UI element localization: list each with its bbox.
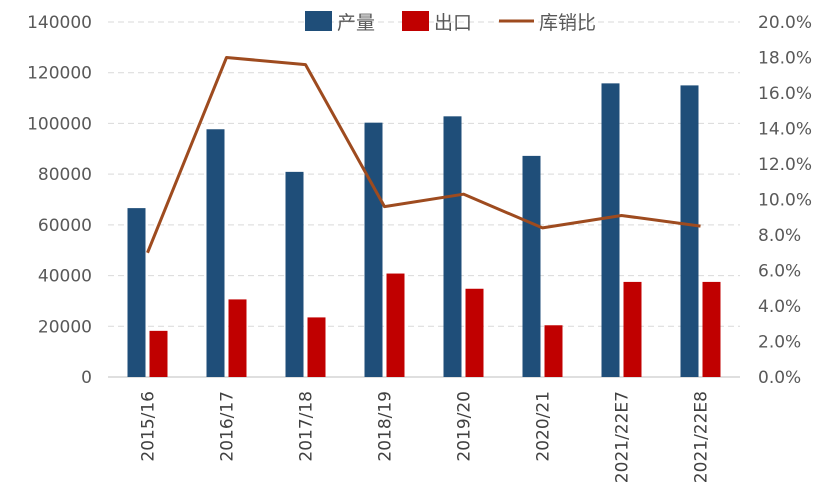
- left-axis-ticks: 0 20000 40000 60000 80000 100000 120000 140000: [27, 13, 92, 388]
- legend-swatch-export: [402, 11, 429, 31]
- left-tick-label: 40000: [38, 267, 92, 287]
- bar-export: [386, 273, 405, 377]
- bar-production: [364, 122, 383, 378]
- right-tick-label: 20.0%: [758, 13, 812, 33]
- bar-production: [206, 129, 225, 377]
- bar-export: [544, 325, 563, 377]
- right-tick-label: 10.0%: [758, 191, 812, 211]
- bar-export: [149, 330, 168, 377]
- left-tick-label: 0: [81, 368, 92, 388]
- x-tick-label: 2020/21: [534, 391, 554, 462]
- left-tick-label: 80000: [38, 165, 92, 185]
- bar-production: [522, 155, 541, 377]
- right-tick-label: 14.0%: [758, 120, 812, 140]
- right-tick-label: 0.0%: [758, 368, 801, 388]
- x-tick-label: 2019/20: [455, 391, 475, 462]
- ratio-line: [146, 56, 701, 254]
- bar-production: [443, 116, 462, 377]
- left-tick-label: 20000: [38, 317, 92, 337]
- right-tick-label: 6.0%: [758, 262, 801, 282]
- right-tick-label: 2.0%: [758, 333, 801, 353]
- legend-label-export: 出口: [434, 12, 472, 34]
- bar-production: [285, 171, 304, 377]
- x-tick-label: 2018/19: [376, 391, 396, 462]
- right-tick-label: 12.0%: [758, 155, 812, 175]
- left-tick-label: 120000: [27, 64, 92, 84]
- right-axis-ticks: 0.0% 2.0% 4.0% 6.0% 8.0% 10.0% 12.0% 14.0% 16.0%…: [758, 13, 812, 388]
- x-tick-label: 2017/18: [297, 391, 317, 462]
- bars: [127, 83, 721, 378]
- legend: 产量 出口 库销比: [305, 11, 596, 34]
- x-tick-label: 2015/16: [139, 391, 159, 462]
- left-tick-label: 140000: [27, 13, 92, 33]
- x-tick-label: 2021/22E8: [692, 391, 712, 483]
- bar-production: [127, 208, 146, 377]
- bar-export: [465, 288, 484, 377]
- x-axis-ticks: 2015/16 2016/17 2017/18 2018/19 2019/20 2020/…: [139, 391, 712, 483]
- bar-export: [623, 281, 642, 377]
- legend-label-production: 产量: [337, 12, 375, 34]
- x-tick-label: 2016/17: [218, 391, 238, 462]
- right-tick-label: 4.0%: [758, 297, 801, 317]
- bar-export: [307, 317, 326, 377]
- legend-label-ratio: 库销比: [539, 12, 596, 34]
- x-tick-label: 2021/22E7: [613, 391, 633, 483]
- right-tick-label: 16.0%: [758, 84, 812, 104]
- legend-swatch-production: [305, 11, 332, 31]
- bar-production: [680, 85, 699, 378]
- right-tick-label: 18.0%: [758, 49, 812, 69]
- bar-export: [702, 281, 721, 377]
- right-tick-label: 8.0%: [758, 226, 801, 246]
- gridlines: [108, 21, 740, 327]
- left-tick-label: 100000: [27, 114, 92, 134]
- ratio-line-path: [146, 56, 701, 254]
- bar-production: [601, 83, 620, 377]
- left-tick-label: 60000: [38, 216, 92, 236]
- bar-export: [228, 299, 247, 377]
